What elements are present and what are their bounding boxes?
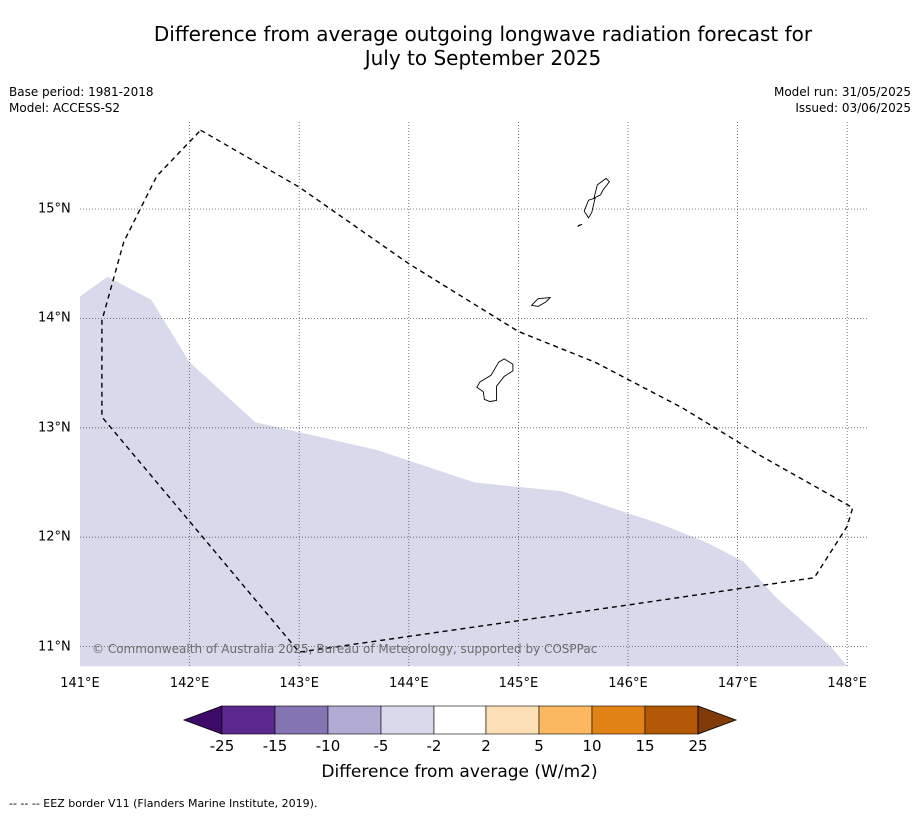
island-outline-rota <box>530 297 552 307</box>
colorbar-tick-label: 15 <box>635 737 655 755</box>
y-tick-label: 11°N <box>38 639 71 655</box>
colorbar-segment <box>591 705 646 735</box>
y-tick-label: 15°N <box>38 201 71 217</box>
x-tick-label: 141°E <box>60 676 100 691</box>
chart-title: Difference from average outgoing longwav… <box>0 22 919 70</box>
colorbar-tick-label: -5 <box>373 737 389 755</box>
x-tick-label: 148°E <box>827 676 867 691</box>
meta-left: Base period: 1981-2018 Model: ACCESS-S2 <box>9 84 154 116</box>
x-tick-label: 142°E <box>169 676 210 691</box>
colorbar-tick-label: 10 <box>582 737 602 755</box>
x-tick-label: 144°E <box>389 676 429 691</box>
copyright-notice: © Commonwealth of Australia 2025, Bureau… <box>92 642 598 656</box>
x-tick-label: 147°E <box>717 676 758 691</box>
x-tick-label: 145°E <box>498 676 539 691</box>
x-tick-label: 143°E <box>279 676 319 691</box>
island-outline-saipan <box>593 177 610 199</box>
island-outline-guam <box>476 358 514 402</box>
model-text: Model: ACCESS-S2 <box>9 101 121 115</box>
eez-legend-note: -- -- -- EEZ border V11 (Flanders Marine… <box>9 797 318 810</box>
colorbar-tick-label: -2 <box>426 737 442 755</box>
colorbar-tick-label: -10 <box>315 737 341 755</box>
y-tick-label: 14°N <box>38 310 71 326</box>
x-tick-label: 146°E <box>608 676 648 691</box>
island-outline-aguijan <box>577 223 583 227</box>
colorbar-segment <box>644 705 699 735</box>
colorbar-segment <box>380 705 435 735</box>
eez-border <box>101 129 854 653</box>
colorbar-segment <box>274 705 329 735</box>
meta-right: Model run: 31/05/2025 Issued: 03/06/2025 <box>774 84 911 116</box>
colorbar-title: Difference from average (W/m2) <box>321 762 598 782</box>
colorbar-tick-label: -25 <box>209 737 235 755</box>
base-period-text: Base period: 1981-2018 <box>9 85 154 99</box>
y-tick-label: 13°N <box>38 420 71 436</box>
colorbar-segment <box>538 705 593 735</box>
y-tick-label: 12°N <box>38 529 71 545</box>
title-line-2: July to September 2025 <box>364 46 602 70</box>
colorbar-extend-low <box>182 705 223 735</box>
colorbar-tick-label: 5 <box>534 737 544 755</box>
island-outline-tinian <box>583 197 596 219</box>
colorbar-extend-high <box>697 705 738 735</box>
colorbar-tick-label: 2 <box>481 737 491 755</box>
colorbar <box>182 705 738 735</box>
issued-text: Issued: 03/06/2025 <box>795 101 911 115</box>
colorbar-segment <box>327 705 382 735</box>
colorbar-segment <box>433 705 487 735</box>
colorbar-tick-label: -15 <box>262 737 288 755</box>
colorbar-segment <box>221 705 276 735</box>
anomaly-region <box>80 276 848 667</box>
colorbar-tick-label: 25 <box>688 737 708 755</box>
colorbar-segment <box>485 705 540 735</box>
title-line-1: Difference from average outgoing longwav… <box>153 22 813 46</box>
model-run-text: Model run: 31/05/2025 <box>773 85 911 99</box>
map-layer <box>80 122 868 668</box>
